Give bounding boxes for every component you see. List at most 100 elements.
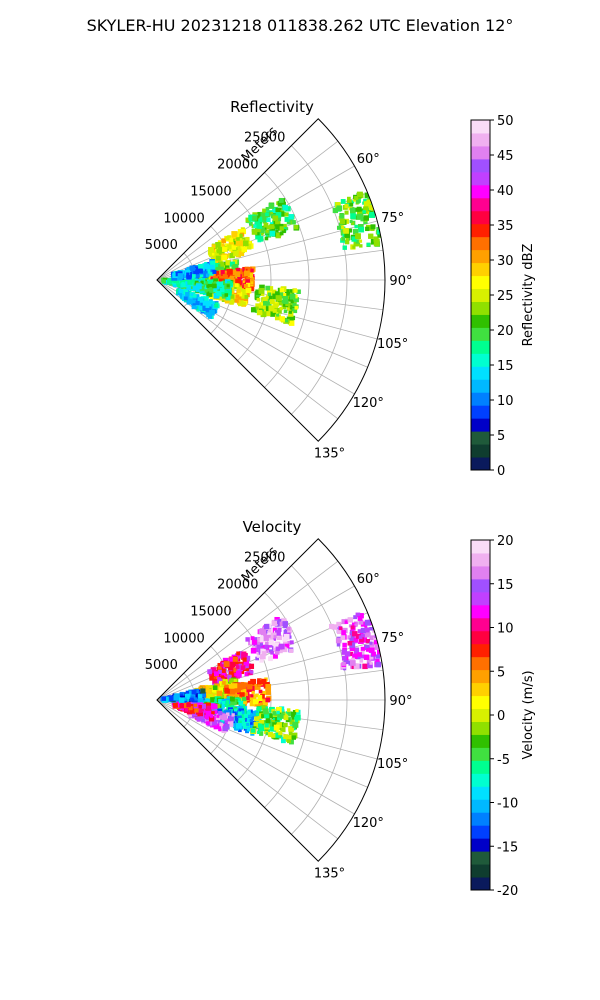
echo-gate: [214, 303, 219, 308]
colorbar-tick-label: 35: [497, 219, 514, 234]
echo-gate: [236, 267, 241, 272]
echo-gate: [203, 296, 209, 302]
range-tick-label: 10000: [163, 631, 204, 646]
echo-gate: [244, 295, 249, 299]
echo-gate: [246, 277, 250, 281]
echo-gate: [347, 640, 353, 646]
echo-gate: [294, 289, 298, 293]
echo-gate: [244, 692, 248, 697]
echo-gate: [182, 273, 187, 278]
echo-gate: [293, 225, 299, 230]
colorbar-tick-label: 15: [497, 359, 514, 374]
echo-gate: [276, 313, 280, 317]
echo-gate: [207, 693, 213, 700]
echo-gate: [265, 697, 271, 703]
echo-gate: [276, 216, 282, 222]
echo-gate: [344, 204, 349, 209]
echo-gate: [365, 648, 370, 652]
echo-gate: [354, 224, 358, 229]
echo-gate: [213, 723, 220, 730]
echo-gate: [243, 660, 250, 666]
echo-gate: [228, 715, 235, 721]
echo-gate: [178, 697, 185, 703]
echo-gate: [237, 229, 244, 235]
echo-gate: [183, 289, 189, 295]
echo-gate: [272, 722, 277, 728]
echo-gate: [349, 220, 353, 224]
echo-gate: [369, 641, 373, 645]
colorbar-segment: [471, 825, 490, 839]
echo-gate: [238, 663, 243, 668]
echo-gate: [193, 294, 197, 298]
echo-gate: [351, 236, 357, 242]
echo-gate: [207, 669, 213, 675]
echo-gate: [225, 260, 231, 266]
echo-gate: [238, 728, 242, 733]
echo-gate: [230, 269, 237, 276]
echo-gate: [332, 207, 339, 214]
echo-gate: [258, 306, 263, 311]
range-tick-label: 15000: [190, 184, 231, 199]
echo-gate: [248, 240, 252, 245]
echo-gate: [256, 680, 262, 685]
echo-gate: [244, 266, 249, 271]
echo-gate: [245, 282, 251, 288]
echo-gate: [367, 662, 373, 669]
echo-gate: [215, 703, 220, 709]
echo-gate: [198, 268, 203, 274]
echo-gate: [218, 247, 225, 254]
echo-gate: [336, 621, 342, 627]
echo-gate: [250, 270, 254, 274]
echo-gate: [285, 227, 289, 231]
echo-gate: [188, 712, 194, 718]
echo-gate: [257, 730, 261, 735]
echo-gate: [211, 705, 215, 710]
echo-gate: [354, 196, 359, 201]
azimuth-spoke: [156, 140, 339, 281]
echo-gate: [229, 656, 234, 662]
colorbar-segment: [471, 340, 490, 354]
echo-gate: [269, 224, 275, 229]
echo-gate: [199, 285, 205, 291]
colorbar-segment: [471, 171, 490, 186]
echo-gate: [197, 296, 204, 303]
echo-gate: [243, 283, 248, 288]
range-tick-label: 25000: [244, 551, 285, 566]
echo-gate: [345, 237, 349, 242]
echo-gate: [190, 278, 195, 283]
echo-gate: [283, 641, 288, 646]
echo-gate: [336, 225, 342, 230]
echo-gate: [350, 625, 355, 630]
echo-gate: [256, 309, 263, 316]
echo-gate: [244, 270, 250, 277]
echo-gate: [356, 214, 363, 220]
azimuth-tick-label: 75°: [381, 211, 404, 226]
echo-gate: [216, 714, 220, 718]
echo-gate: [266, 217, 271, 223]
echo-gate: [369, 661, 373, 665]
echo-gate: [220, 262, 225, 267]
reflectivity-sector-frame: [156, 118, 386, 442]
echo-gate: [347, 617, 353, 623]
echo-gate: [370, 238, 377, 245]
echo-gate: [249, 718, 253, 722]
echo-gate: [222, 681, 226, 685]
echo-gate: [253, 721, 260, 728]
echo-gate: [260, 719, 265, 724]
echo-gate: [258, 287, 265, 294]
echo-gate: [242, 301, 246, 306]
echo-gate: [336, 628, 343, 635]
echo-gate: [207, 721, 213, 727]
echo-gate: [335, 637, 342, 644]
echo-gate: [192, 299, 197, 304]
echo-gate: [198, 272, 204, 278]
echo-gate: [288, 635, 292, 639]
echo-gate: [257, 211, 263, 218]
echo-gate: [199, 707, 204, 712]
echo-gate: [262, 305, 267, 310]
colorbar-segment: [471, 630, 490, 645]
echo-gate: [279, 316, 285, 322]
echo-gate: [258, 629, 264, 635]
echo-gate: [230, 666, 235, 670]
echo-gate: [197, 263, 204, 270]
